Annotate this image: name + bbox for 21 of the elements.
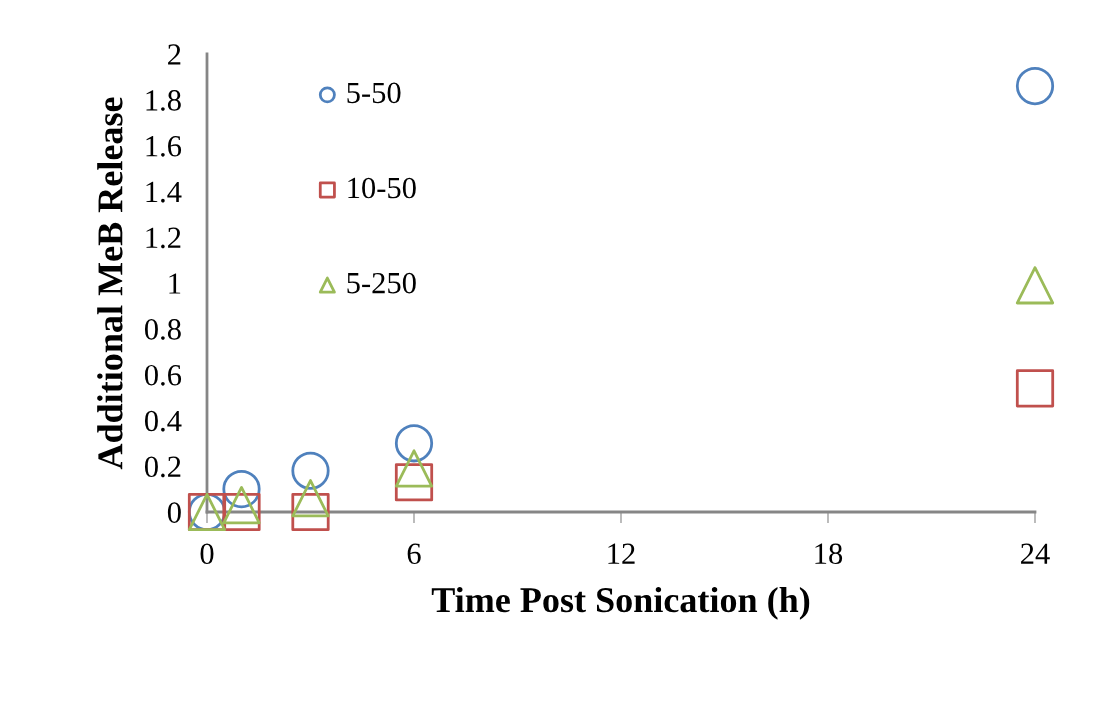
y-axis-title: Additional MeB Release <box>97 97 123 470</box>
x-tick-label: 24 <box>1021 543 1050 564</box>
y-tick-label: 0.4 <box>144 410 182 432</box>
y-tick-label: 0 <box>167 502 181 523</box>
y-tick-label: 0.2 <box>144 456 181 478</box>
y-tick-label: 0.8 <box>144 319 181 340</box>
legend-label: 10-50 <box>348 177 416 199</box>
y-tick-label: 1.8 <box>146 90 181 111</box>
y-tick-label: 0.6 <box>144 364 182 386</box>
legend-label: 5-50 <box>347 82 401 104</box>
y-tick-label: 2 <box>168 44 181 65</box>
x-tick-label: 12 <box>608 543 635 564</box>
y-tick-label: 1 <box>169 273 181 294</box>
x-tick-label: 0 <box>200 543 214 565</box>
y-tick-label: 1.6 <box>146 135 182 157</box>
x-axis-title: Time Post Sonication (h) <box>431 586 810 620</box>
legend-label: 5-250 <box>347 272 416 294</box>
x-tick-label: 6 <box>407 543 421 565</box>
y-tick-label: 1.2 <box>146 227 181 249</box>
x-tick-label: 18 <box>815 543 843 565</box>
y-tick-label: 1.4 <box>146 181 182 203</box>
